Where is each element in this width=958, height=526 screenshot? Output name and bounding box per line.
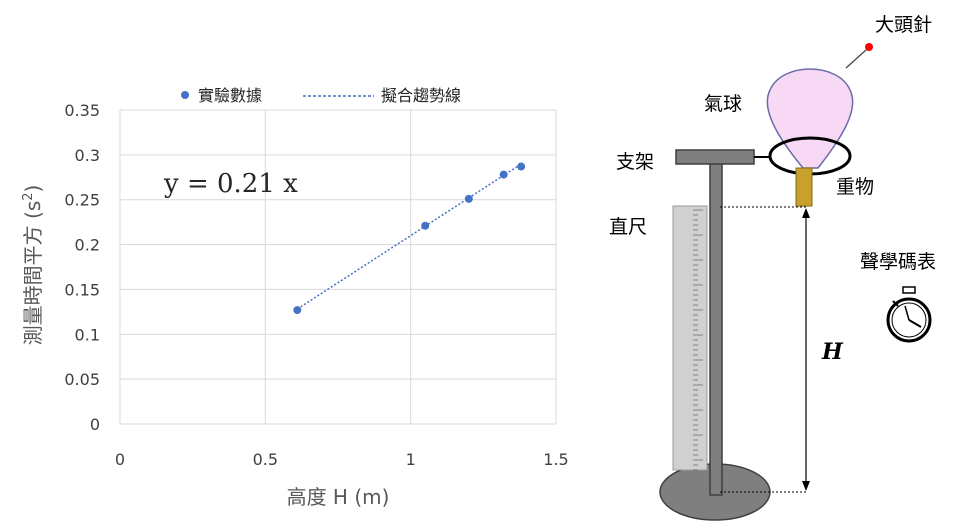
data-points-layer (293, 162, 526, 315)
balloon-body (766, 68, 854, 169)
trendline-equation: y = 0.21 x (163, 169, 298, 199)
trendline-layer (296, 163, 522, 310)
plot-area (120, 110, 556, 424)
x-tick-label: 1 (406, 450, 416, 469)
label-weight: 重物 (836, 176, 874, 198)
data-point (517, 162, 526, 171)
y-tick-label: 0.05 (64, 370, 100, 389)
pin-head (865, 43, 873, 51)
apparatus-diagram: 大頭針 氣球 支架 重物 直尺 聲學碼表 H (609, 14, 936, 521)
label-pin: 大頭針 (875, 14, 932, 36)
y-tick-label: 0.35 (64, 101, 100, 120)
data-point (499, 170, 508, 179)
gridlines (119, 109, 557, 425)
y-tick-label: 0.25 (64, 191, 100, 210)
label-stand: 支架 (616, 151, 654, 173)
y-axis-title: 測量時間平方 (s2) (21, 185, 45, 346)
height-arrow-bottom (802, 481, 810, 491)
y-tick-label: 0 (90, 415, 100, 434)
label-height: H (821, 339, 844, 365)
stopwatch-icon (886, 286, 932, 343)
ruler-ticks (693, 209, 703, 471)
stand-pole (709, 159, 723, 496)
y-tick-label: 0.1 (75, 325, 100, 344)
balloon (754, 68, 854, 176)
height-arrow-top (802, 208, 810, 218)
legend-label-trendline: 擬合趨勢線 (381, 86, 461, 105)
weight (795, 167, 813, 207)
label-stopwatch: 聲學碼表 (860, 251, 936, 273)
x-tick-label: 1.5 (543, 450, 568, 469)
x-axis-title: 高度 H (m) (287, 485, 390, 509)
x-tick-labels: 0 0.5 1 1.5 (115, 450, 569, 469)
y-tick-label: 0.3 (75, 146, 100, 165)
legend-label-points: 實驗數據 (198, 86, 262, 105)
legend-marker-points (181, 91, 189, 99)
ruler-body (672, 205, 708, 471)
label-balloon: 氣球 (704, 93, 742, 115)
label-ruler: 直尺 (609, 216, 647, 238)
scatter-chart: 0 0.5 1 1.5 0 0.05 0.1 0.15 0.2 0.25 0.3 0.35 實驗數據… (21, 86, 569, 509)
data-point (421, 221, 430, 230)
trendline (296, 163, 522, 310)
legend: 實驗數據 擬合趨勢線 (181, 86, 461, 105)
y-tick-labels: 0 0.05 0.1 0.15 0.2 0.25 0.3 0.35 (64, 101, 100, 434)
data-point (293, 306, 302, 315)
x-tick-label: 0.5 (253, 450, 278, 469)
x-tick-label: 0 (115, 450, 125, 469)
stand-arm (675, 149, 755, 165)
y-tick-label: 0.2 (75, 236, 100, 255)
y-tick-label: 0.15 (64, 280, 100, 299)
pin-shaft (845, 49, 867, 69)
ruler (672, 205, 708, 471)
data-point (464, 194, 473, 203)
